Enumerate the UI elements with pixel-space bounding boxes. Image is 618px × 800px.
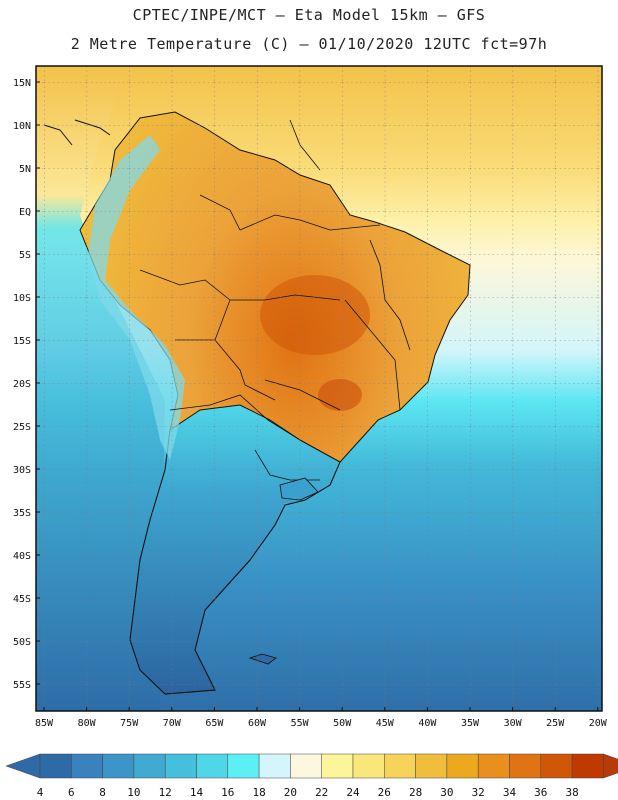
colorbar-swatch [133, 753, 166, 779]
map-title-line1: CPTEC/INPE/MCT – Eta Model 15km – GFS [132, 6, 486, 24]
colorbar-swatch [352, 753, 385, 779]
colorbar-label: 12 [159, 786, 172, 799]
colorbar: 4 6 8 10 12 14 16 18 20 22 24 26 28 30 32 34 36 38 [5, 753, 618, 799]
lat-label-55s: 55S [13, 680, 31, 691]
map-title-line2: 2 Metre Temperature (C) – 01/10/2020 12U… [70, 35, 548, 53]
colorbar-swatch [196, 753, 229, 779]
lat-label-35s: 35S [13, 508, 31, 519]
lat-label-15n: 15N [13, 78, 31, 89]
colorbar-label: 6 [68, 786, 75, 799]
colorbar-swatch [39, 753, 72, 779]
lon-label-80w: 80W [78, 718, 97, 729]
lat-label-10n: 10N [13, 121, 31, 132]
colorbar-label: 26 [378, 786, 391, 799]
map-frame [35, 65, 603, 712]
colorbar-swatch [477, 753, 510, 779]
colorbar-label: 8 [99, 786, 106, 799]
colorbar-swatch [415, 753, 448, 779]
lon-label-70w: 70W [163, 718, 182, 729]
lat-label-45s: 45S [13, 594, 31, 605]
lat-label-15s: 15S [13, 336, 31, 347]
lat-label-30s: 30S [13, 465, 31, 476]
colorbar-swatch [102, 753, 135, 779]
lon-label-60w: 60W [248, 718, 267, 729]
colorbar-label: 28 [409, 786, 422, 799]
colorbar-label: 10 [127, 786, 140, 799]
colorbar-label: 18 [252, 786, 265, 799]
lat-label-10s: 10S [13, 293, 31, 304]
lon-label-30w: 30W [504, 718, 523, 729]
colorbar-swatch [384, 753, 416, 779]
colorbar-swatch [540, 753, 573, 779]
colorbar-label: 34 [503, 786, 517, 799]
lat-label-25s: 25S [13, 422, 31, 433]
colorbar-label: 22 [315, 786, 328, 799]
lat-label-5n: 5N [19, 164, 31, 175]
colorbar-swatch [571, 753, 604, 779]
colorbar-swatch [509, 753, 542, 779]
lon-label-65w: 65W [205, 718, 224, 729]
colorbar-label: 4 [37, 786, 44, 799]
lon-label-55w: 55W [291, 718, 310, 729]
colorbar-swatch [290, 753, 322, 779]
lon-label-45w: 45W [376, 718, 395, 729]
colorbar-label: 14 [190, 786, 204, 799]
lat-label-40s: 40S [13, 551, 31, 562]
lon-label-25w: 25W [546, 718, 565, 729]
colorbar-right-arrow [603, 753, 618, 779]
lat-label-5s: 5S [19, 250, 31, 261]
colorbar-swatch [258, 753, 291, 779]
lon-label-50w: 50W [333, 718, 352, 729]
colorbar-swatch [227, 753, 260, 779]
colorbar-label: 36 [534, 786, 547, 799]
colorbar-label: 20 [284, 786, 297, 799]
colorbar-swatch [446, 753, 479, 779]
colorbar-label: 38 [565, 786, 578, 799]
map-panel [36, 66, 602, 711]
lon-label-35w: 35W [461, 718, 480, 729]
colorbar-label: 24 [346, 786, 360, 799]
colorbar-label: 32 [472, 786, 485, 799]
lon-label-85w: 85W [35, 718, 54, 729]
lat-label-50s: 50S [13, 637, 31, 648]
lat-label-20s: 20S [13, 379, 31, 390]
lon-label-75w: 75W [120, 718, 139, 729]
colorbar-left-arrow [5, 753, 41, 779]
colorbar-swatch [164, 753, 197, 779]
colorbar-swatch [71, 753, 103, 779]
colorbar-swatch [321, 753, 354, 779]
lat-label-eq: EQ [19, 207, 31, 218]
lon-label-20w: 20W [589, 718, 608, 729]
colorbar-label: 16 [221, 786, 234, 799]
colorbar-label: 30 [440, 786, 453, 799]
lon-label-40w: 40W [418, 718, 437, 729]
